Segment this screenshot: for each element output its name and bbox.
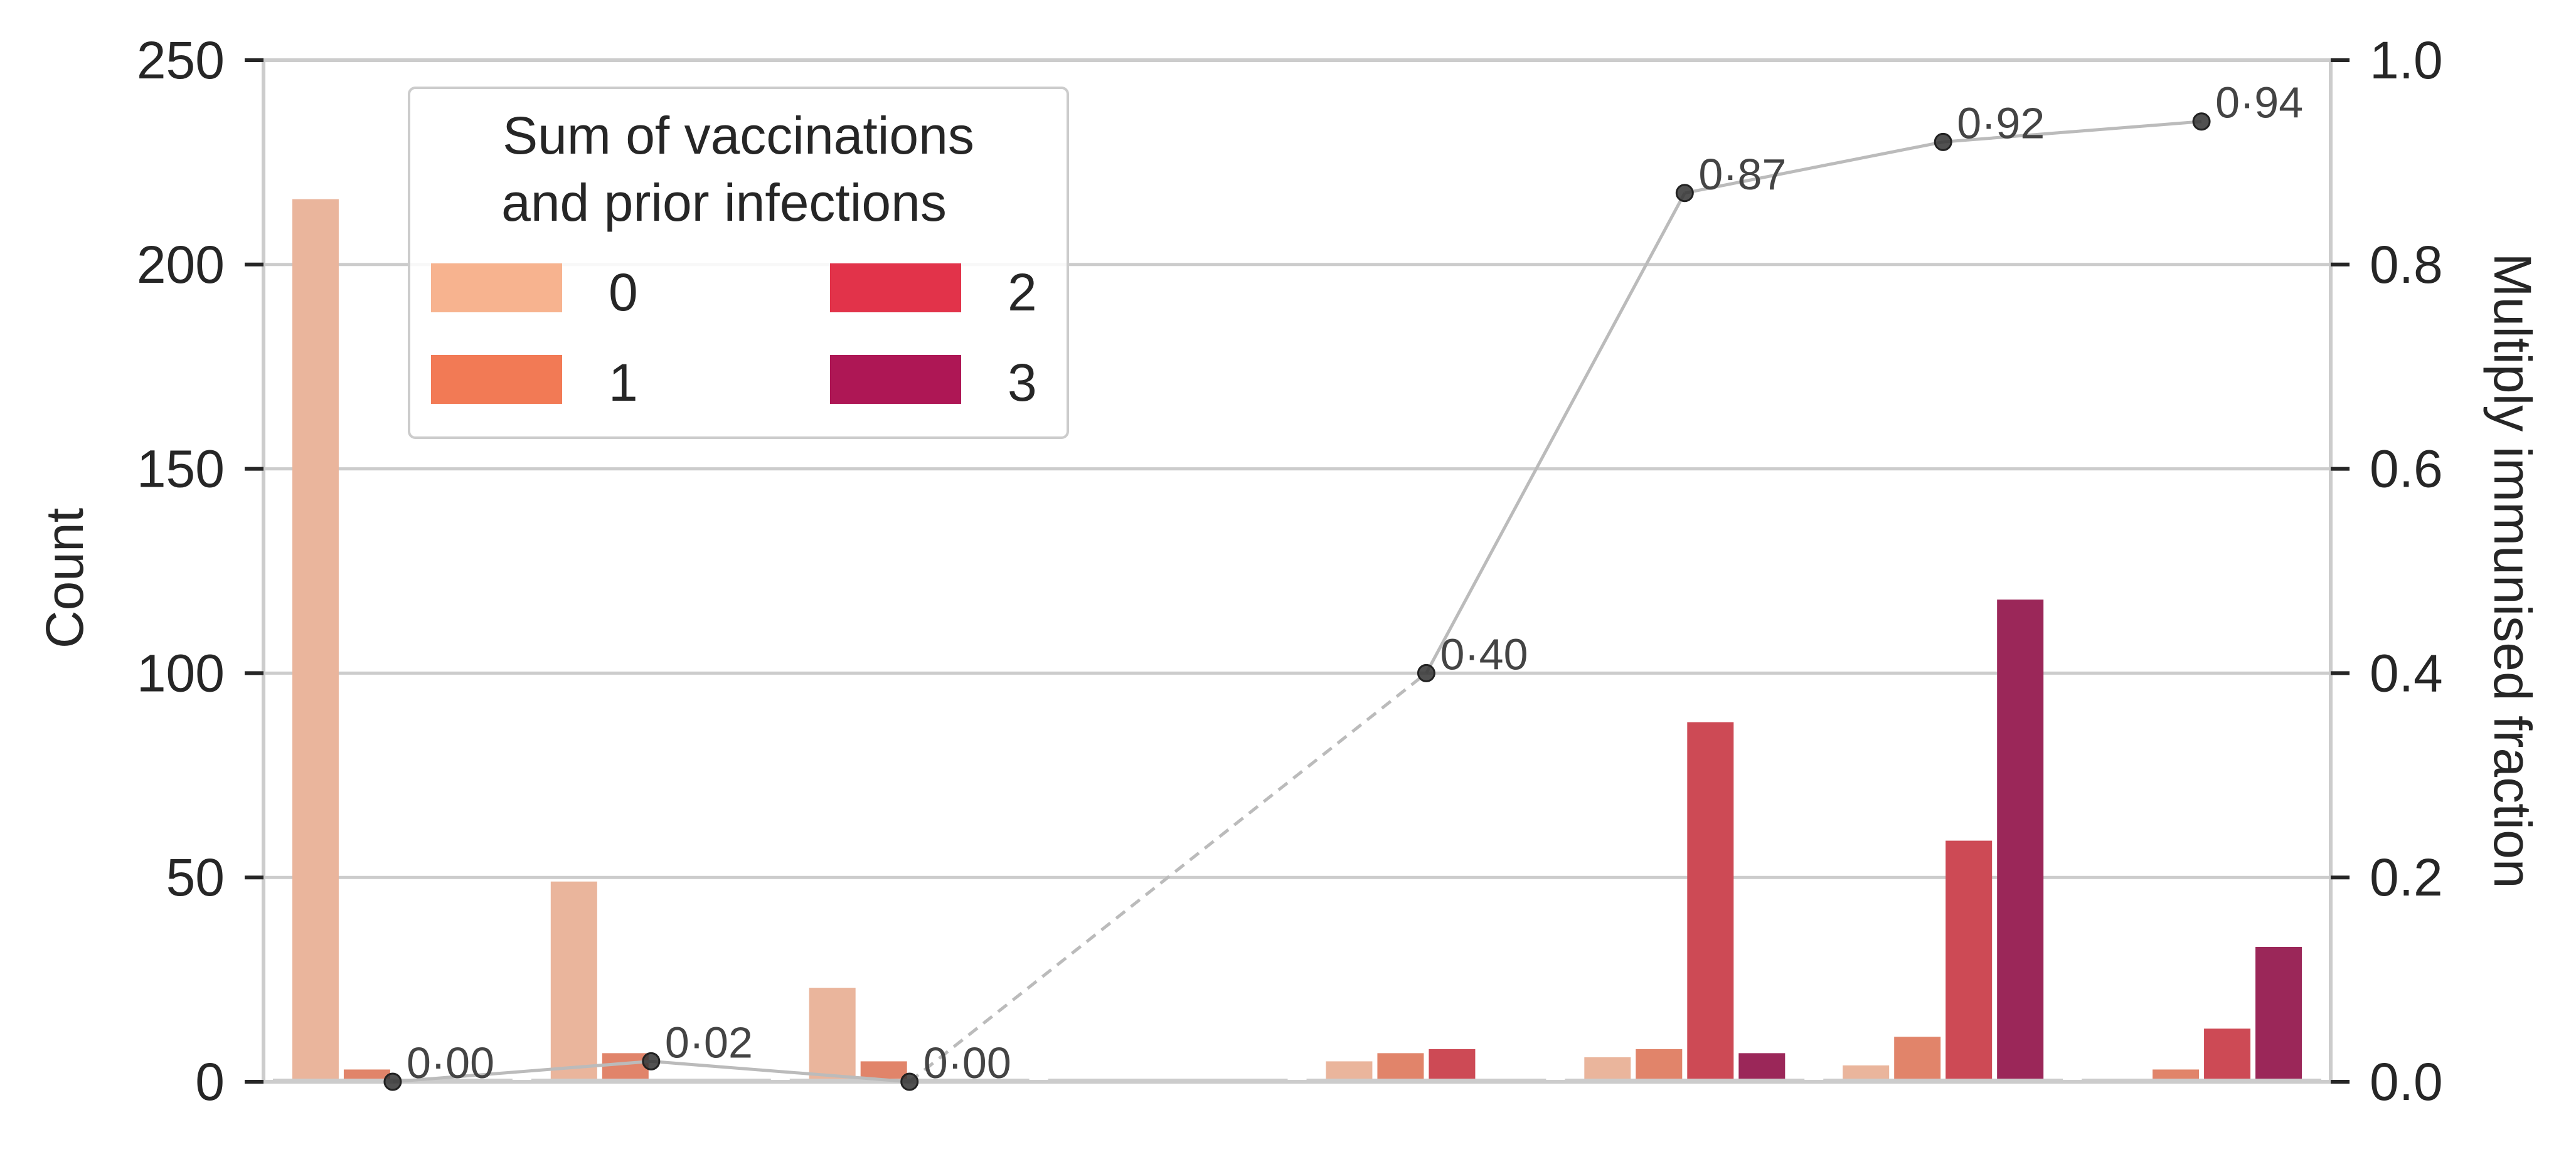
legend: Sum of vaccinations and prior infections… <box>408 87 1069 439</box>
legend-title-line-2: and prior infections <box>501 173 947 232</box>
bar-series-2-group-5 <box>1687 722 1734 1082</box>
bar-series-0-group-2 <box>809 988 856 1082</box>
y-tick-label-0: 0 <box>195 1052 225 1111</box>
y-axis-label: Count <box>35 508 94 648</box>
legend-swatch-0 <box>431 263 562 312</box>
legend-label-0: 0 <box>609 263 638 322</box>
bar-series-1-group-5 <box>1636 1049 1683 1082</box>
y-tick-label-200: 200 <box>137 235 225 294</box>
bar-series-3-group-5 <box>1738 1053 1786 1082</box>
bar-series-3-group-7 <box>2255 946 2302 1082</box>
y-tick-label-100: 100 <box>137 643 225 702</box>
bar-series-0-group-1 <box>550 881 597 1082</box>
fraction-segment-3 <box>1425 192 1686 674</box>
fraction-line-series: 0·00 0·02 0·00 0·40 0·87 0·92 0·94 <box>383 78 2303 1091</box>
fraction-segment-4 <box>1684 140 1944 195</box>
y-axis-left: 0 50 100 150 200 250 <box>137 31 263 1111</box>
bar-series-2-group-7 <box>2204 1028 2251 1082</box>
fraction-point-5 <box>1934 132 1952 151</box>
legend-swatch-1 <box>431 355 562 404</box>
y2-tick-label-0.6: 0.6 <box>2370 440 2443 499</box>
fraction-segment-2 <box>908 672 1427 1083</box>
legend-swatch-2 <box>830 263 961 312</box>
bar-series-2-group-6 <box>1945 840 1993 1082</box>
bar-series-1-group-4 <box>1377 1053 1424 1082</box>
bar-series-0-group-5 <box>1584 1057 1631 1082</box>
fraction-label-2: 0·00 <box>923 1038 1011 1087</box>
fraction-point-1 <box>642 1052 661 1070</box>
y2-tick-label-1.0: 1.0 <box>2370 31 2443 90</box>
y2-tick-label-0.4: 0.4 <box>2370 643 2443 702</box>
legend-title-line-1: Sum of vaccinations <box>503 106 974 165</box>
fraction-point-3 <box>1417 663 1435 682</box>
fraction-point-6 <box>2192 112 2211 131</box>
fraction-label-5: 0·92 <box>1957 98 2045 147</box>
bar-series-3-group-6 <box>1997 600 2044 1082</box>
legend-swatch-3 <box>830 355 961 404</box>
legend-box <box>408 87 1069 439</box>
bar-series-0-group-4 <box>1326 1061 1373 1082</box>
fraction-segment-0 <box>392 1059 652 1084</box>
y-axis-right: 0.0 0.2 0.4 0.6 0.8 1.0 <box>2331 31 2443 1111</box>
y-tick-label-150: 150 <box>137 440 225 499</box>
bar-series-1-group-6 <box>1894 1037 1941 1082</box>
fraction-label-6: 0·94 <box>2215 78 2303 127</box>
legend-label-2: 2 <box>1008 263 1037 322</box>
legend-label-1: 1 <box>609 353 638 412</box>
fraction-point-0 <box>383 1072 402 1091</box>
fraction-label-1: 0·02 <box>665 1018 753 1067</box>
y2-axis-label: Multiply immunised fraction <box>2483 253 2542 888</box>
legend-label-3: 3 <box>1008 353 1037 412</box>
bar-series-1-group-1 <box>602 1053 649 1082</box>
fraction-segment-1 <box>651 1059 910 1084</box>
fraction-label-3: 0·40 <box>1440 630 1528 679</box>
fraction-segment-5 <box>1942 120 2202 144</box>
fraction-label-0: 0·00 <box>407 1038 494 1087</box>
y-tick-label-50: 50 <box>166 848 225 907</box>
bar-series-2-group-4 <box>1429 1049 1476 1082</box>
axes-frame <box>262 58 2333 1084</box>
y2-tick-label-0.0: 0.0 <box>2370 1052 2443 1111</box>
y2-tick-label-0.2: 0.2 <box>2370 848 2443 907</box>
bars <box>292 199 2302 1082</box>
fraction-label-4: 0·87 <box>1698 150 1786 199</box>
y-tick-label-250: 250 <box>137 31 225 90</box>
fraction-point-2 <box>900 1072 919 1091</box>
y2-tick-label-0.8: 0.8 <box>2370 235 2443 294</box>
fraction-point-4 <box>1675 184 1694 203</box>
bar-series-0-group-0 <box>292 199 339 1082</box>
